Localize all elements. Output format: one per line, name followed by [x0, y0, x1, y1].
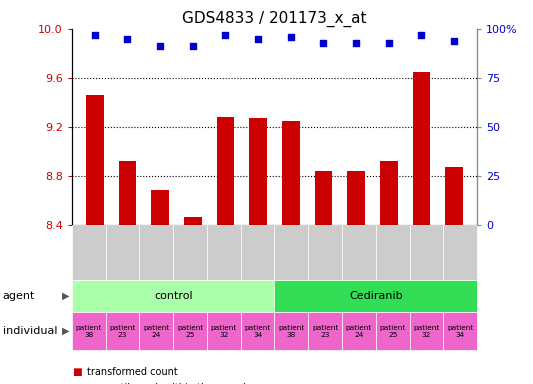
Bar — [445, 167, 463, 225]
Bar — [249, 118, 267, 225]
Text: individual: individual — [3, 326, 57, 336]
Text: control: control — [154, 291, 192, 301]
Text: ▶: ▶ — [62, 326, 69, 336]
Text: patient
23: patient 23 — [109, 324, 136, 338]
Text: patient
23: patient 23 — [312, 324, 338, 338]
Point — [287, 33, 295, 40]
Bar — [282, 121, 300, 225]
Point — [189, 43, 197, 50]
Text: patient
25: patient 25 — [379, 324, 406, 338]
Text: transformed count: transformed count — [87, 367, 177, 377]
Text: ■: ■ — [72, 367, 82, 377]
Bar — [380, 161, 398, 225]
Bar — [86, 95, 104, 225]
Bar — [314, 171, 333, 225]
Text: agent: agent — [3, 291, 35, 301]
Text: patient
34: patient 34 — [447, 324, 473, 338]
Point — [385, 40, 393, 46]
Point — [91, 31, 99, 38]
Text: patient
25: patient 25 — [177, 324, 203, 338]
Text: percentile rank within the sample: percentile rank within the sample — [87, 383, 252, 384]
Point — [417, 31, 426, 38]
Bar — [118, 161, 136, 225]
Text: patient
32: patient 32 — [211, 324, 237, 338]
Text: Cediranib: Cediranib — [349, 291, 402, 301]
Point — [123, 36, 132, 42]
Point — [450, 38, 458, 44]
Text: ▶: ▶ — [62, 291, 69, 301]
Text: patient
38: patient 38 — [76, 324, 102, 338]
Point — [319, 40, 328, 46]
Bar — [413, 72, 431, 225]
Point — [221, 31, 230, 38]
Point — [352, 40, 360, 46]
Text: patient
24: patient 24 — [346, 324, 372, 338]
Bar — [216, 117, 235, 225]
Point — [156, 43, 164, 50]
Text: patient
32: patient 32 — [413, 324, 440, 338]
Bar — [184, 217, 202, 225]
Bar — [151, 190, 169, 225]
Bar — [347, 171, 365, 225]
Text: ■: ■ — [72, 383, 82, 384]
Text: patient
38: patient 38 — [278, 324, 304, 338]
Title: GDS4833 / 201173_x_at: GDS4833 / 201173_x_at — [182, 11, 367, 27]
Text: patient
34: patient 34 — [245, 324, 271, 338]
Point — [254, 36, 262, 42]
Text: patient
24: patient 24 — [143, 324, 169, 338]
